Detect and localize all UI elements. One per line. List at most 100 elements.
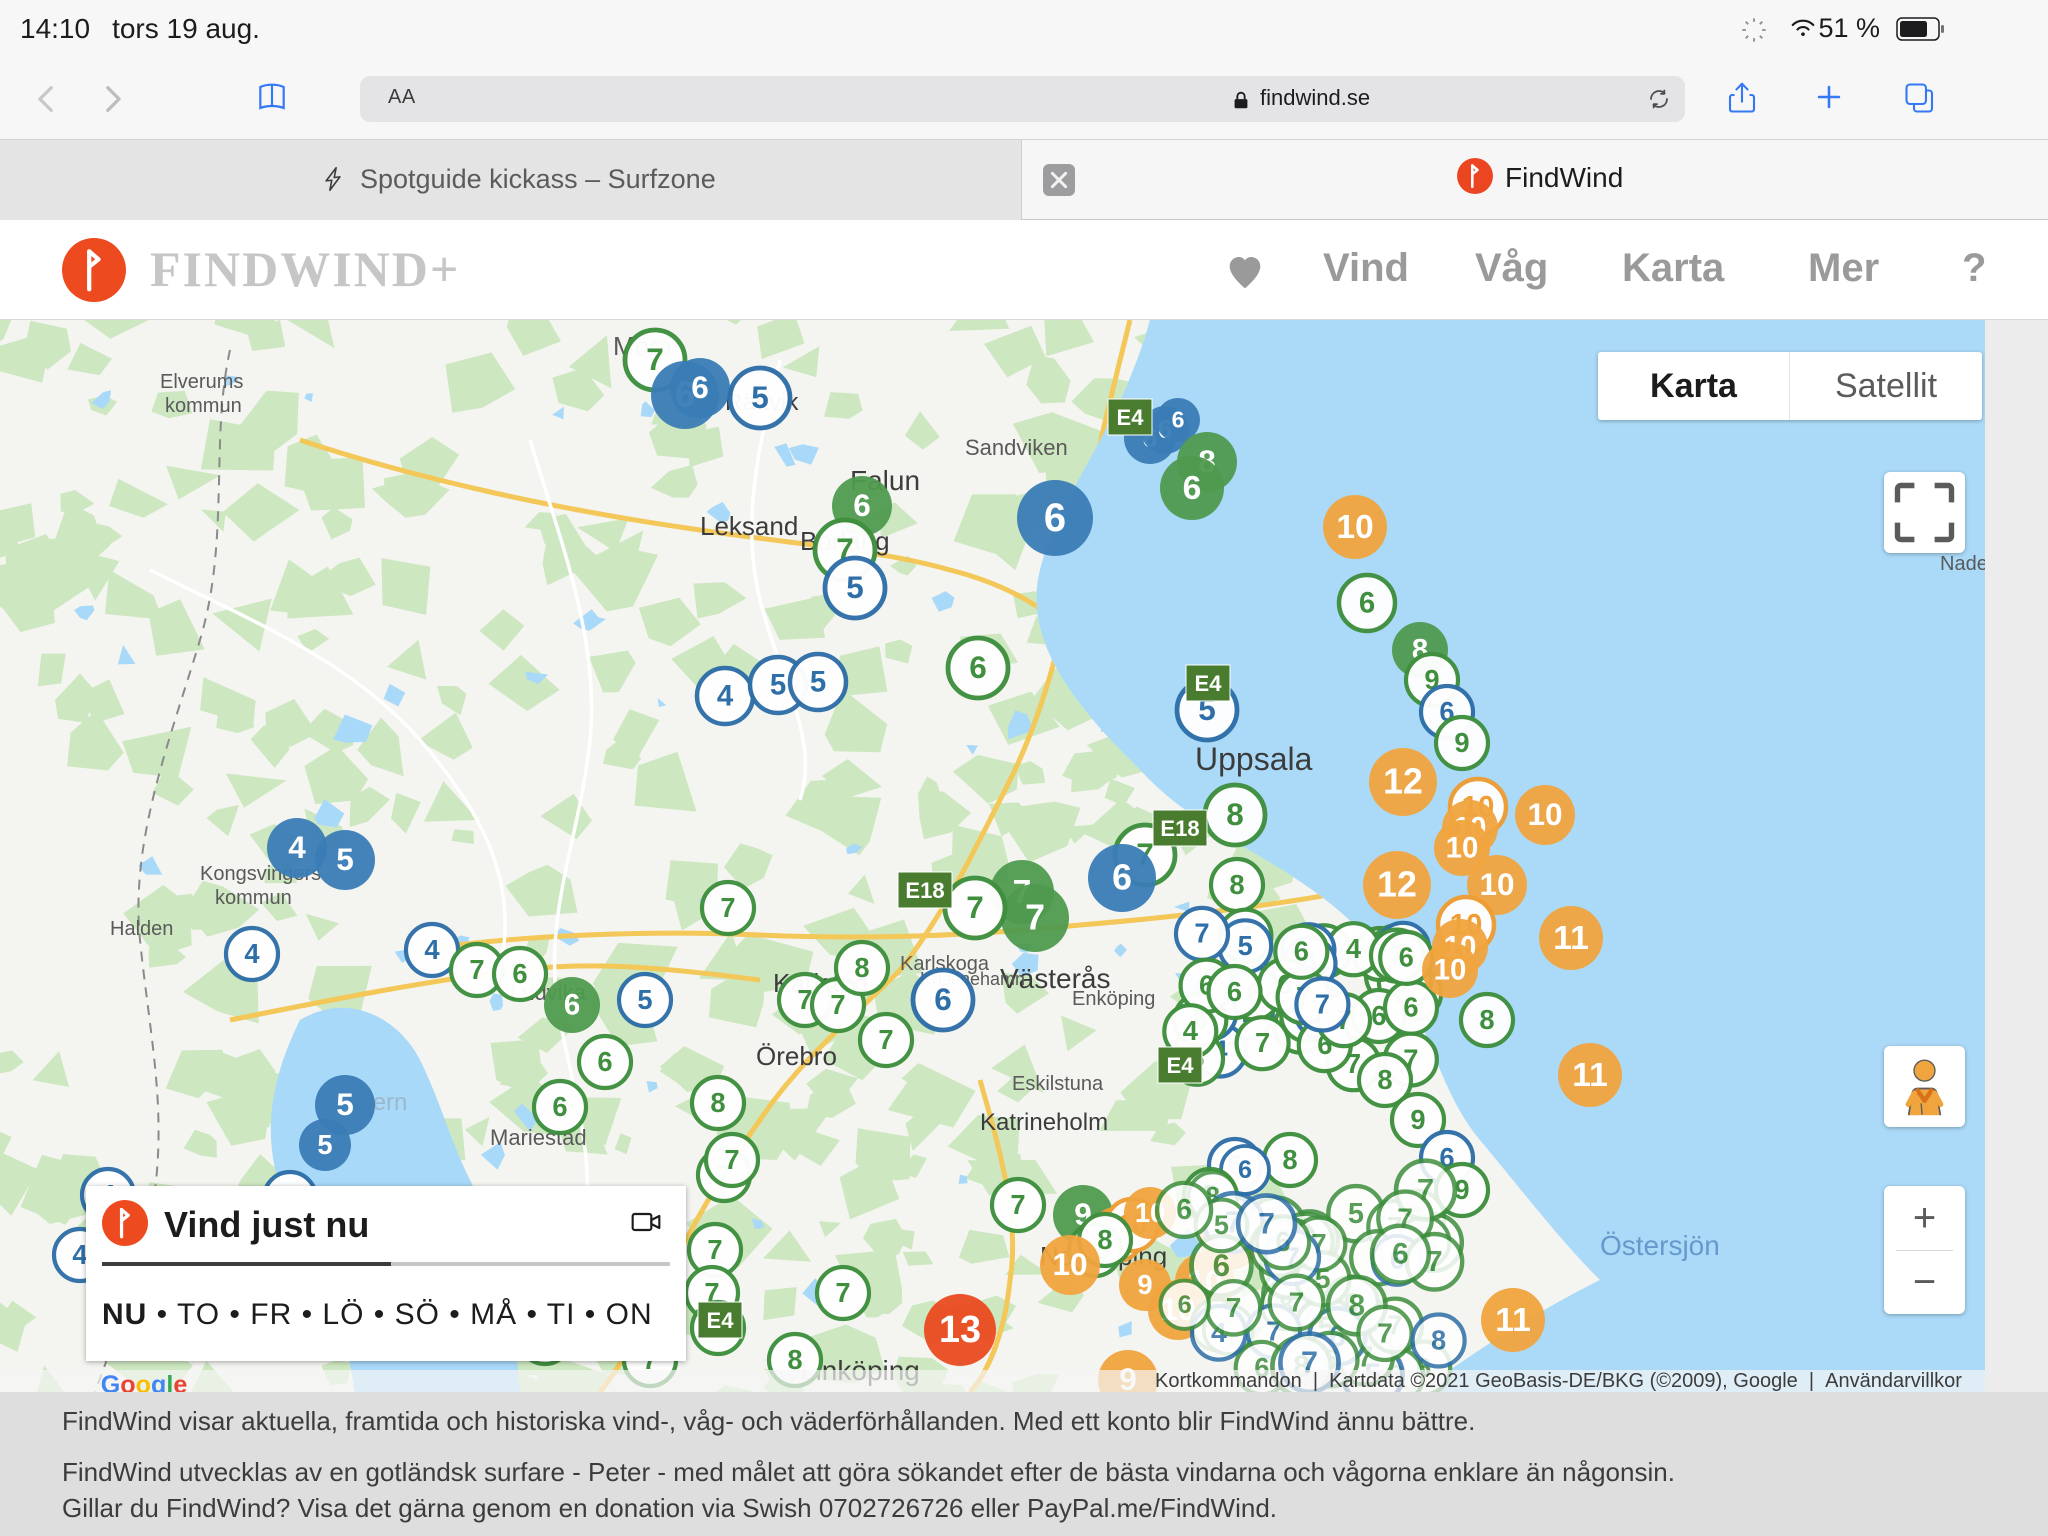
svg-text:6: 6 [1178,1291,1192,1319]
svg-text:8: 8 [1282,1144,1297,1175]
svg-text:Naden: Naden [1940,553,1985,575]
svg-text:7: 7 [797,984,812,1015]
svg-text:4: 4 [244,938,260,969]
svg-text:Östersjön: Östersjön [1600,1230,1720,1261]
svg-text:6: 6 [1359,587,1375,620]
svg-text:6: 6 [1227,976,1242,1007]
svg-text:6: 6 [1176,1193,1192,1225]
svg-text:10: 10 [1336,509,1373,546]
svg-text:E4: E4 [1167,1053,1195,1078]
svg-text:10: 10 [1527,796,1562,832]
svg-text:6: 6 [1294,936,1309,967]
svg-text:6: 6 [1172,407,1185,433]
svg-text:10: 10 [1446,832,1479,865]
svg-text:6: 6 [1238,1156,1252,1184]
svg-text:10: 10 [1052,1246,1087,1282]
svg-text:5: 5 [336,1086,354,1122]
svg-text:8: 8 [1229,869,1244,900]
svg-text:5: 5 [317,1129,332,1160]
svg-text:5: 5 [1238,930,1253,961]
svg-text:9: 9 [1137,1269,1152,1300]
svg-text:6: 6 [512,958,527,989]
svg-text:8: 8 [1479,1004,1494,1035]
svg-text:6: 6 [1392,1238,1409,1271]
svg-text:E4: E4 [1195,671,1223,696]
svg-text:Google: Google [101,1371,188,1392]
svg-text:11: 11 [1553,920,1589,957]
svg-text:6: 6 [564,989,580,1022]
svg-text:7: 7 [830,989,845,1020]
svg-text:10: 10 [1479,866,1514,902]
svg-text:kommun: kommun [165,395,242,417]
svg-text:E4: E4 [707,1308,735,1333]
svg-text:7: 7 [707,1234,722,1265]
svg-text:E18: E18 [905,878,944,903]
svg-text:Leksand: Leksand [700,511,798,541]
svg-text:Uppsala: Uppsala [1195,741,1313,777]
svg-text:5: 5 [810,666,826,699]
svg-text:12: 12 [1377,865,1417,905]
svg-text:6: 6 [934,981,952,1017]
svg-text:12: 12 [1383,762,1423,802]
svg-text:6: 6 [1183,470,1202,507]
svg-text:7: 7 [469,954,484,985]
svg-text:6: 6 [1399,942,1414,973]
svg-text:7: 7 [1255,1027,1270,1058]
svg-text:9: 9 [1410,1104,1425,1135]
svg-text:7: 7 [966,889,984,925]
svg-text:5: 5 [846,569,864,605]
svg-text:11: 11 [1495,1302,1531,1339]
svg-text:7: 7 [724,1144,739,1175]
svg-text:8: 8 [1097,1224,1112,1255]
svg-text:7: 7 [1258,1208,1275,1241]
svg-text:7: 7 [1025,898,1045,938]
svg-text:7: 7 [878,1024,893,1055]
svg-text:5: 5 [1214,1209,1229,1240]
svg-text:7: 7 [1010,1189,1025,1220]
svg-text:Örebro: Örebro [756,1041,837,1071]
svg-text:11: 11 [1572,1057,1608,1094]
svg-text:4: 4 [717,680,734,713]
svg-text:6: 6 [552,1091,567,1122]
svg-text:4: 4 [1346,933,1362,964]
svg-text:7: 7 [1315,988,1330,1019]
svg-text:7: 7 [1377,1318,1393,1349]
svg-text:6: 6 [1112,858,1132,898]
svg-text:5: 5 [770,669,786,702]
svg-text:6: 6 [1044,496,1066,540]
svg-text:4: 4 [1183,1015,1199,1046]
svg-text:8: 8 [1226,796,1244,832]
svg-text:kommun: kommun [215,887,292,909]
svg-text:7: 7 [720,892,735,923]
svg-text:6: 6 [597,1046,612,1077]
svg-text:Enköping: Enköping [1072,988,1155,1010]
svg-text:8: 8 [1377,1064,1392,1095]
svg-text:5: 5 [336,841,354,877]
svg-text:E18: E18 [1160,816,1199,841]
svg-text:Eskilstuna: Eskilstuna [1012,1073,1104,1095]
svg-text:6: 6 [853,487,871,523]
svg-text:6: 6 [1403,992,1418,1023]
svg-text:Katrineholm: Katrineholm [980,1109,1108,1136]
svg-text:6: 6 [969,649,987,685]
svg-text:Elverums: Elverums [160,371,243,393]
svg-text:5: 5 [637,984,652,1015]
svg-text:10: 10 [1434,954,1467,987]
svg-text:Sandviken: Sandviken [965,435,1068,460]
svg-text:8: 8 [1431,1324,1446,1355]
svg-text:7: 7 [1226,1292,1242,1323]
svg-text:13: 13 [939,1309,981,1351]
svg-text:4: 4 [424,934,440,965]
svg-text:5: 5 [1348,1198,1364,1230]
svg-text:6: 6 [691,369,709,405]
svg-text:8: 8 [710,1087,725,1118]
svg-text:5: 5 [751,379,769,415]
svg-text:Halden: Halden [110,918,173,940]
svg-text:7: 7 [1194,918,1209,949]
svg-text:9: 9 [1454,727,1469,758]
svg-text:7: 7 [1289,1286,1305,1318]
svg-text:8: 8 [854,952,869,983]
svg-text:E4: E4 [1117,405,1145,430]
svg-text:4: 4 [288,829,306,865]
svg-text:7: 7 [835,1277,850,1308]
